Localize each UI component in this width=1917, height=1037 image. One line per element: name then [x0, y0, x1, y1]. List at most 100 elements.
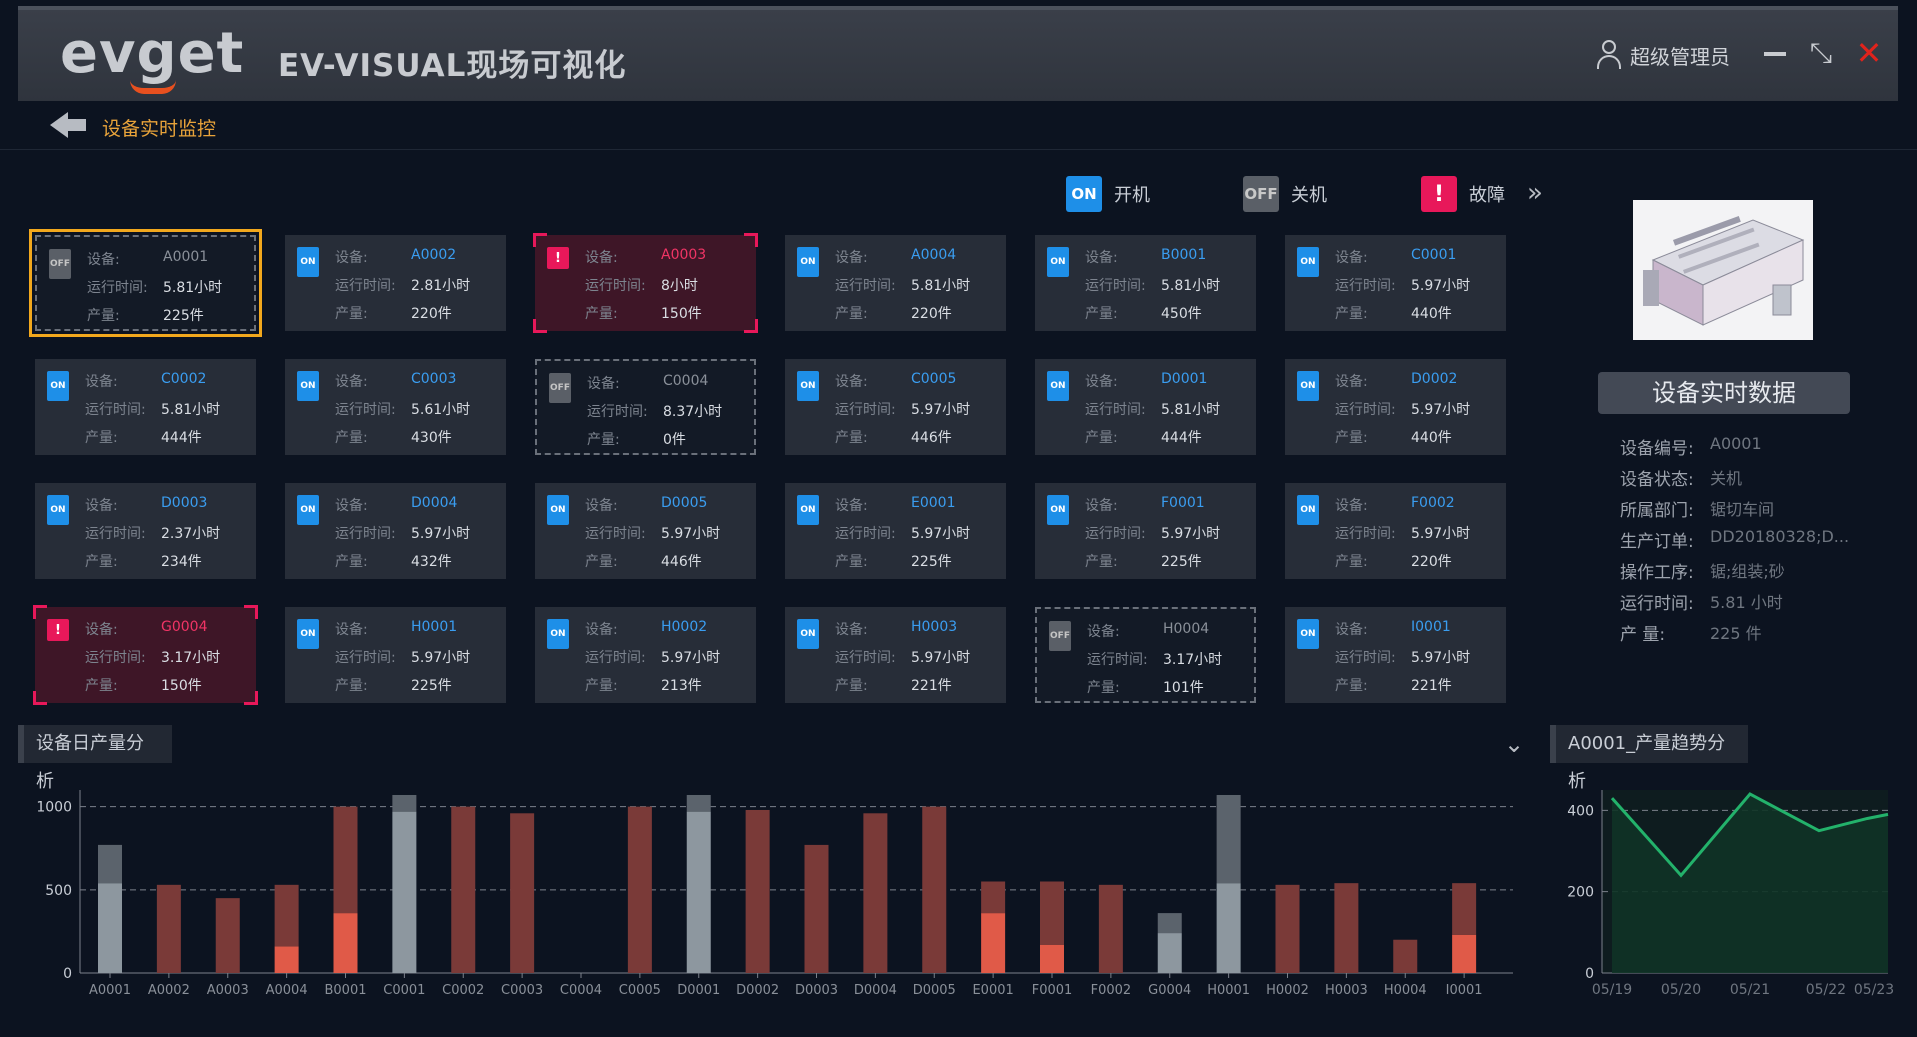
device-card-c0004[interactable]: OFF 设备: C0004 运行时间: 8.37小时 产量: 0件	[535, 359, 756, 455]
device-runtime-value: 5.81小时	[161, 402, 221, 418]
realtime-info-row: 生产订单: DD20180328;D...	[1620, 527, 1849, 552]
device-card-h0003[interactable]: ON 设备: H0003 运行时间: 5.97小时 产量: 221件	[785, 607, 1006, 703]
x-tick-label: I0001	[1446, 983, 1483, 998]
user-name: 超级管理员	[1630, 44, 1730, 69]
device-runtime-value: 5.97小时	[1161, 526, 1221, 542]
sub-header: 设备实时监控	[0, 104, 1917, 150]
restore-button[interactable]: ⤡	[1809, 36, 1833, 69]
device-runtime-row: 运行时间: 5.97小时	[1335, 399, 1470, 419]
x-tick-label: D0001	[677, 983, 720, 998]
device-id-label: 设备:	[1335, 622, 1368, 638]
device-id-row: 设备: C0002	[85, 371, 206, 391]
device-output-row: 产量: 101件	[1087, 677, 1204, 697]
device-card-d0001[interactable]: ON 设备: D0001 运行时间: 5.81小时 产量: 444件	[1035, 359, 1256, 455]
device-output-value: 225件	[411, 678, 452, 694]
device-card-a0003[interactable]: ! 设备: A0003 运行时间: 8小时 产量: 150件	[533, 233, 758, 333]
device-card-c0005[interactable]: ON 设备: C0005 运行时间: 5.97小时 产量: 446件	[785, 359, 1006, 455]
device-card-h0004[interactable]: OFF 设备: H0004 运行时间: 3.17小时 产量: 101件	[1035, 607, 1256, 703]
device-id-row: 设备: A0001	[87, 249, 208, 269]
device-output-value: 444件	[161, 430, 202, 446]
device-id-row: 设备: H0004	[1087, 621, 1209, 641]
device-runtime-label: 运行时间:	[87, 280, 148, 296]
device-id-row: 设备: H0002	[585, 619, 707, 639]
device-runtime-row: 运行时间: 5.97小时	[835, 399, 970, 419]
realtime-info-label: 设备状态:	[1620, 470, 1694, 490]
device-output-value: 0件	[663, 432, 686, 448]
device-id-value: D0001	[1161, 371, 1208, 387]
device-id-label: 设备:	[585, 498, 618, 514]
legend-fault[interactable]: ! 故障	[1421, 176, 1505, 212]
device-id-value: C0003	[411, 371, 457, 387]
minimize-button[interactable]	[1760, 38, 1790, 68]
back-arrow-icon[interactable]	[50, 110, 86, 138]
device-output-label: 产量:	[1085, 554, 1118, 570]
power-on-icon: ON	[297, 495, 319, 525]
device-card-a0004[interactable]: ON 设备: A0004 运行时间: 5.81小时 产量: 220件	[785, 235, 1006, 331]
realtime-info-value: 5.81 小时	[1710, 593, 1783, 612]
device-card-h0002[interactable]: ON 设备: H0002 运行时间: 5.97小时 产量: 213件	[535, 607, 756, 703]
power-on-icon: ON	[1297, 371, 1319, 401]
device-output-label: 产量:	[835, 554, 868, 570]
bar-base-e0001	[981, 913, 1006, 973]
bar-base-f0001	[1040, 944, 1064, 973]
y-tick-label: 0	[1585, 966, 1594, 982]
device-card-c0001[interactable]: ON 设备: C0001 运行时间: 5.97小时 产量: 440件	[1285, 235, 1506, 331]
legend-off[interactable]: OFF 关机	[1243, 176, 1327, 212]
fault-alert-icon: !	[1421, 176, 1457, 212]
device-card-b0001[interactable]: ON 设备: B0001 运行时间: 5.81小时 产量: 450件	[1035, 235, 1256, 331]
device-id-row: 设备: D0003	[85, 495, 207, 515]
fault-corner-marker	[744, 319, 758, 333]
device-card-d0005[interactable]: ON 设备: D0005 运行时间: 5.97小时 产量: 446件	[535, 483, 756, 579]
device-output-label: 产量:	[835, 306, 868, 322]
device-id-value: A0002	[411, 247, 457, 263]
fault-corner-marker	[244, 605, 258, 619]
legend-on[interactable]: ON 开机	[1066, 176, 1150, 212]
x-tick-label: 05/19	[1592, 982, 1632, 998]
device-runtime-label: 运行时间:	[1335, 526, 1396, 542]
close-button[interactable]: ✕	[1855, 34, 1883, 72]
power-on-icon: ON	[797, 495, 819, 525]
device-runtime-row: 运行时间: 5.81小时	[835, 275, 970, 295]
realtime-data-button[interactable]: 设备实时数据	[1598, 372, 1850, 414]
bar-top-c0003	[510, 813, 535, 973]
device-output-row: 产量: 220件	[1335, 551, 1452, 571]
device-card-a0002[interactable]: ON 设备: A0002 运行时间: 2.81小时 产量: 220件	[285, 235, 506, 331]
device-id-row: 设备: H0003	[835, 619, 957, 639]
power-on-icon: ON	[797, 371, 819, 401]
device-runtime-row: 运行时间: 5.81小时	[1085, 399, 1220, 419]
device-card-i0001[interactable]: ON 设备: I0001 运行时间: 5.97小时 产量: 221件	[1285, 607, 1506, 703]
device-output-value: 220件	[411, 306, 452, 322]
device-output-label: 产量:	[1335, 554, 1368, 570]
device-runtime-value: 3.17小时	[1163, 652, 1223, 668]
device-output-row: 产量: 440件	[1335, 303, 1452, 323]
device-card-d0004[interactable]: ON 设备: D0004 运行时间: 5.97小时 产量: 432件	[285, 483, 506, 579]
device-card-e0001[interactable]: ON 设备: E0001 运行时间: 5.97小时 产量: 225件	[785, 483, 1006, 579]
device-card-f0001[interactable]: ON 设备: F0001 运行时间: 5.97小时 产量: 225件	[1035, 483, 1256, 579]
realtime-info-label: 产 量:	[1620, 625, 1666, 645]
chevron-down-icon[interactable]: ⌄	[1504, 730, 1525, 758]
device-card-f0002[interactable]: ON 设备: F0002 运行时间: 5.97小时 产量: 220件	[1285, 483, 1506, 579]
power-off-icon: OFF	[1243, 176, 1279, 212]
fault-corner-marker	[533, 319, 547, 333]
realtime-info-row: 设备状态: 关机	[1620, 465, 1742, 490]
device-card-c0003[interactable]: ON 设备: C0003 运行时间: 5.61小时 产量: 430件	[285, 359, 506, 455]
device-card-c0002[interactable]: ON 设备: C0002 运行时间: 5.81小时 产量: 444件	[35, 359, 256, 455]
legend-more-icon[interactable]: »	[1527, 178, 1543, 208]
device-card-g0004[interactable]: ! 设备: G0004 运行时间: 3.17小时 产量: 150件	[33, 605, 258, 705]
device-output-label: 产量:	[1085, 306, 1118, 322]
power-on-icon: ON	[1047, 247, 1069, 277]
device-id-value: D0002	[1411, 371, 1458, 387]
device-runtime-label: 运行时间:	[1335, 402, 1396, 418]
device-output-row: 产量: 213件	[585, 675, 702, 695]
user-menu[interactable]: 超级管理员	[1596, 40, 1730, 70]
device-card-h0001[interactable]: ON 设备: H0001 运行时间: 5.97小时 产量: 225件	[285, 607, 506, 703]
top-bar: evget EV-VISUAL现场可视化 超级管理员 ⤡ ✕	[18, 6, 1898, 101]
x-tick-label: 05/21	[1730, 982, 1770, 998]
device-output-label: 产量:	[1087, 680, 1120, 696]
device-card-a0001[interactable]: OFF 设备: A0001 运行时间: 5.81小时 产量: 225件	[29, 229, 262, 337]
device-card-d0003[interactable]: ON 设备: D0003 运行时间: 2.37小时 产量: 234件	[35, 483, 256, 579]
device-runtime-row: 运行时间: 8.37小时	[587, 401, 722, 421]
device-runtime-value: 8.37小时	[663, 404, 723, 420]
device-card-d0002[interactable]: ON 设备: D0002 运行时间: 5.97小时 产量: 440件	[1285, 359, 1506, 455]
device-output-value: 213件	[661, 678, 702, 694]
